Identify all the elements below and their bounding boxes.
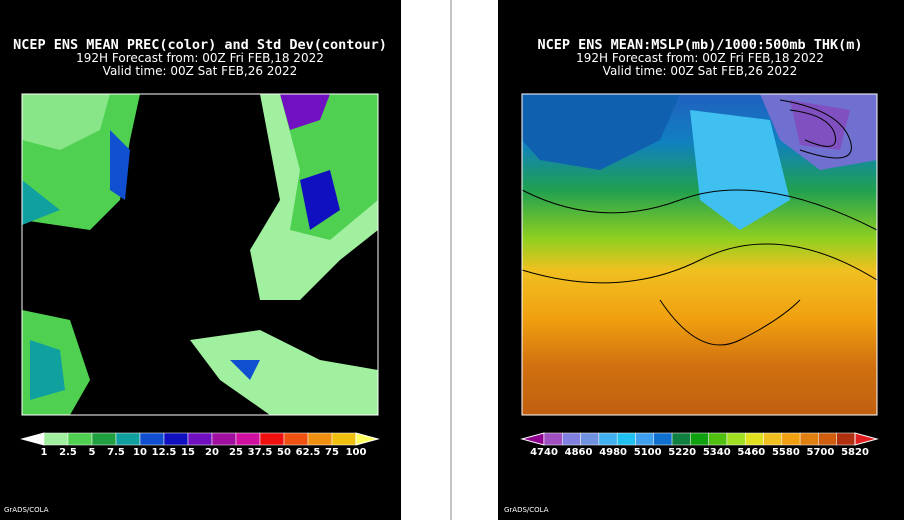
panel-title: NCEP ENS MEAN PREC(color) and Std Dev(co… [13,37,387,53]
colorbar-swatch [139,432,165,446]
valid-time: Valid time: 00Z Sat FEB,26 2022 [103,64,298,78]
valid-time: Valid time: 00Z Sat FEB,26 2022 [603,64,798,78]
panel-title: NCEP ENS MEAN:MSLP(mb)/1000:500mb THK(m) [537,37,862,53]
colorbar-swatch [726,432,746,446]
colorbar-swatch [211,432,237,446]
colorbar-swatch [307,432,333,446]
colorbar-swatch [799,432,819,446]
colorbar-label: 4860 [565,447,593,458]
colorbar-label: 5220 [668,447,696,458]
colorbar-swatch [818,432,837,446]
colorbar-swatch [781,432,801,446]
mslp-map [521,93,878,416]
colorbar-swatch [580,432,600,446]
colorbar-swatch [836,432,856,446]
colorbar-swatch [690,432,709,446]
colorbar-swatch [115,432,141,446]
colorbar-arrow [355,432,380,446]
colorbar-label: 15 [181,447,195,458]
colorbar-swatch [598,432,618,446]
colorbar-label: 5100 [634,447,662,458]
colorbar-swatch [259,432,285,446]
colorbar-label: 100 [346,447,367,458]
colorbar-label: 37.5 [248,447,273,458]
colorbar-label: 1 [41,447,48,458]
colorbar-label: 4980 [599,447,627,458]
colorbar-label: 5 [89,447,96,458]
colorbar-label: 5340 [703,447,731,458]
colorbar-label: 50 [277,447,291,458]
colorbar-label: 25 [229,447,243,458]
colorbar-swatch [67,432,93,446]
colorbar-swatch [283,432,309,446]
colorbar-swatch [187,432,213,446]
colorbar-swatch [671,432,691,446]
colorbar-swatch [744,432,764,446]
colorbar-swatch [331,432,357,446]
colorbar-swatch [91,432,117,446]
precip-map [21,93,379,416]
colorbar-label: 5460 [737,447,765,458]
credit: GrADS/COLA [504,506,549,514]
colorbar-label: 12.5 [152,447,177,458]
colorbar-swatch [653,432,673,446]
colorbar-swatch [635,432,655,446]
colorbar-swatch [763,432,783,446]
colorbar-swatch [543,432,563,446]
colorbar-arrow [854,432,879,446]
colorbar-swatch [708,432,728,446]
colorbar-label: 5700 [807,447,835,458]
colorbar-label: 2.5 [59,447,77,458]
colorbar-label: 5580 [772,447,800,458]
colorbar-label: 75 [325,447,339,458]
credit: GrADS/COLA [4,506,49,514]
colorbar-label: 20 [205,447,219,458]
colorbar-label: 5820 [841,447,869,458]
colorbar-swatch [163,432,189,446]
colorbar-swatch [43,432,69,446]
colorbar-label: 10 [133,447,147,458]
colorbar-label: 4740 [530,447,558,458]
colorbar-swatch [562,432,581,446]
colorbar-label: 7.5 [107,447,125,458]
colorbar-swatch [616,432,636,446]
colorbar-swatch [235,432,261,446]
colorbar-label: 62.5 [296,447,321,458]
forecast-time: 192H Forecast from: 00Z Fri FEB,18 2022 [576,51,824,65]
forecast-time: 192H Forecast from: 00Z Fri FEB,18 2022 [76,51,324,65]
